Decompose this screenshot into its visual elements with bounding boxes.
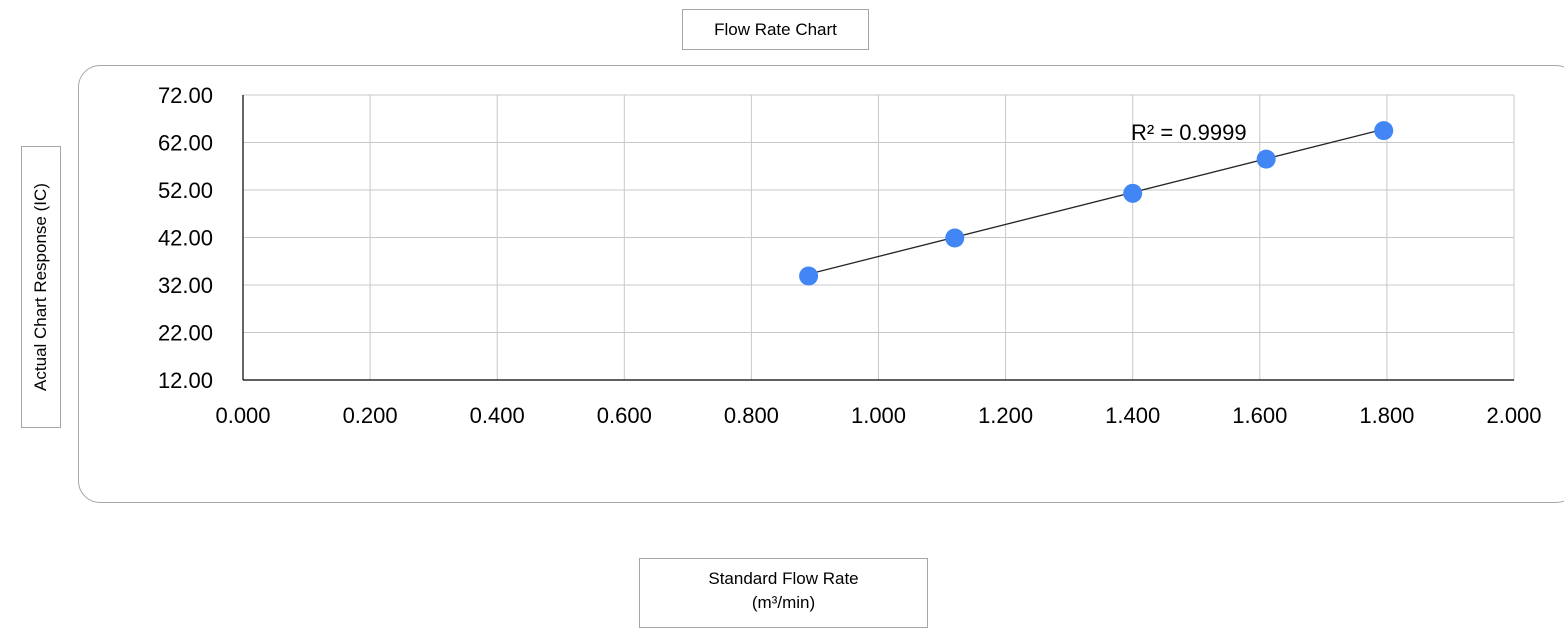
r-squared-annotation: R² = 0.9999 xyxy=(1131,120,1247,145)
y-tick-label: 22.00 xyxy=(158,321,213,346)
data-points xyxy=(799,121,1394,286)
chart-title-box: Flow Rate Chart xyxy=(682,9,869,50)
x-tick-label: 1.800 xyxy=(1359,403,1414,428)
x-axis-label-line1: Standard Flow Rate xyxy=(708,569,859,588)
x-axis-label-line2: (m³/min) xyxy=(751,593,816,612)
trendline-group xyxy=(808,128,1384,275)
x-tick-label: 1.600 xyxy=(1232,403,1287,428)
x-tick-label: 1.000 xyxy=(851,403,906,428)
trendline xyxy=(808,128,1384,275)
x-tick-label: 0.200 xyxy=(343,403,398,428)
y-tick-label: 72.00 xyxy=(158,83,213,108)
x-tick-label: 0.800 xyxy=(724,403,779,428)
data-point xyxy=(1374,121,1394,141)
x-tick-label: 0.400 xyxy=(470,403,525,428)
grid-lines xyxy=(243,94,1515,380)
data-point xyxy=(945,228,965,248)
y-tick-label: 62.00 xyxy=(158,131,213,156)
x-tick-label: 2.000 xyxy=(1486,403,1541,428)
x-tick-labels: 0.000 0.200 0.400 0.600 0.800 1.000 1.200 1.400… xyxy=(215,403,1541,428)
y-tick-label: 12.00 xyxy=(158,368,213,393)
plot-area-frame xyxy=(78,65,1564,503)
y-tick-label: 42.00 xyxy=(158,226,213,251)
y-tick-labels: 12.00 22.00 32.00 42.00 52.00 62.00 72.00 xyxy=(158,83,213,393)
data-point xyxy=(1256,149,1276,169)
x-axis-label-box: Standard Flow Rate (m³/min) xyxy=(639,558,928,628)
data-point xyxy=(799,266,819,286)
y-tick-label: 32.00 xyxy=(158,273,213,298)
data-point xyxy=(1123,183,1143,203)
chart-title: Flow Rate Chart xyxy=(714,19,837,39)
y-axis-label-box: Actual Chart Response (IC) xyxy=(21,146,61,428)
x-tick-label: 0.600 xyxy=(597,403,652,428)
x-tick-label: 1.200 xyxy=(978,403,1033,428)
x-tick-label: 0.000 xyxy=(215,403,270,428)
x-tick-label: 1.400 xyxy=(1105,403,1160,428)
y-tick-label: 52.00 xyxy=(158,178,213,203)
axes xyxy=(242,95,1514,381)
